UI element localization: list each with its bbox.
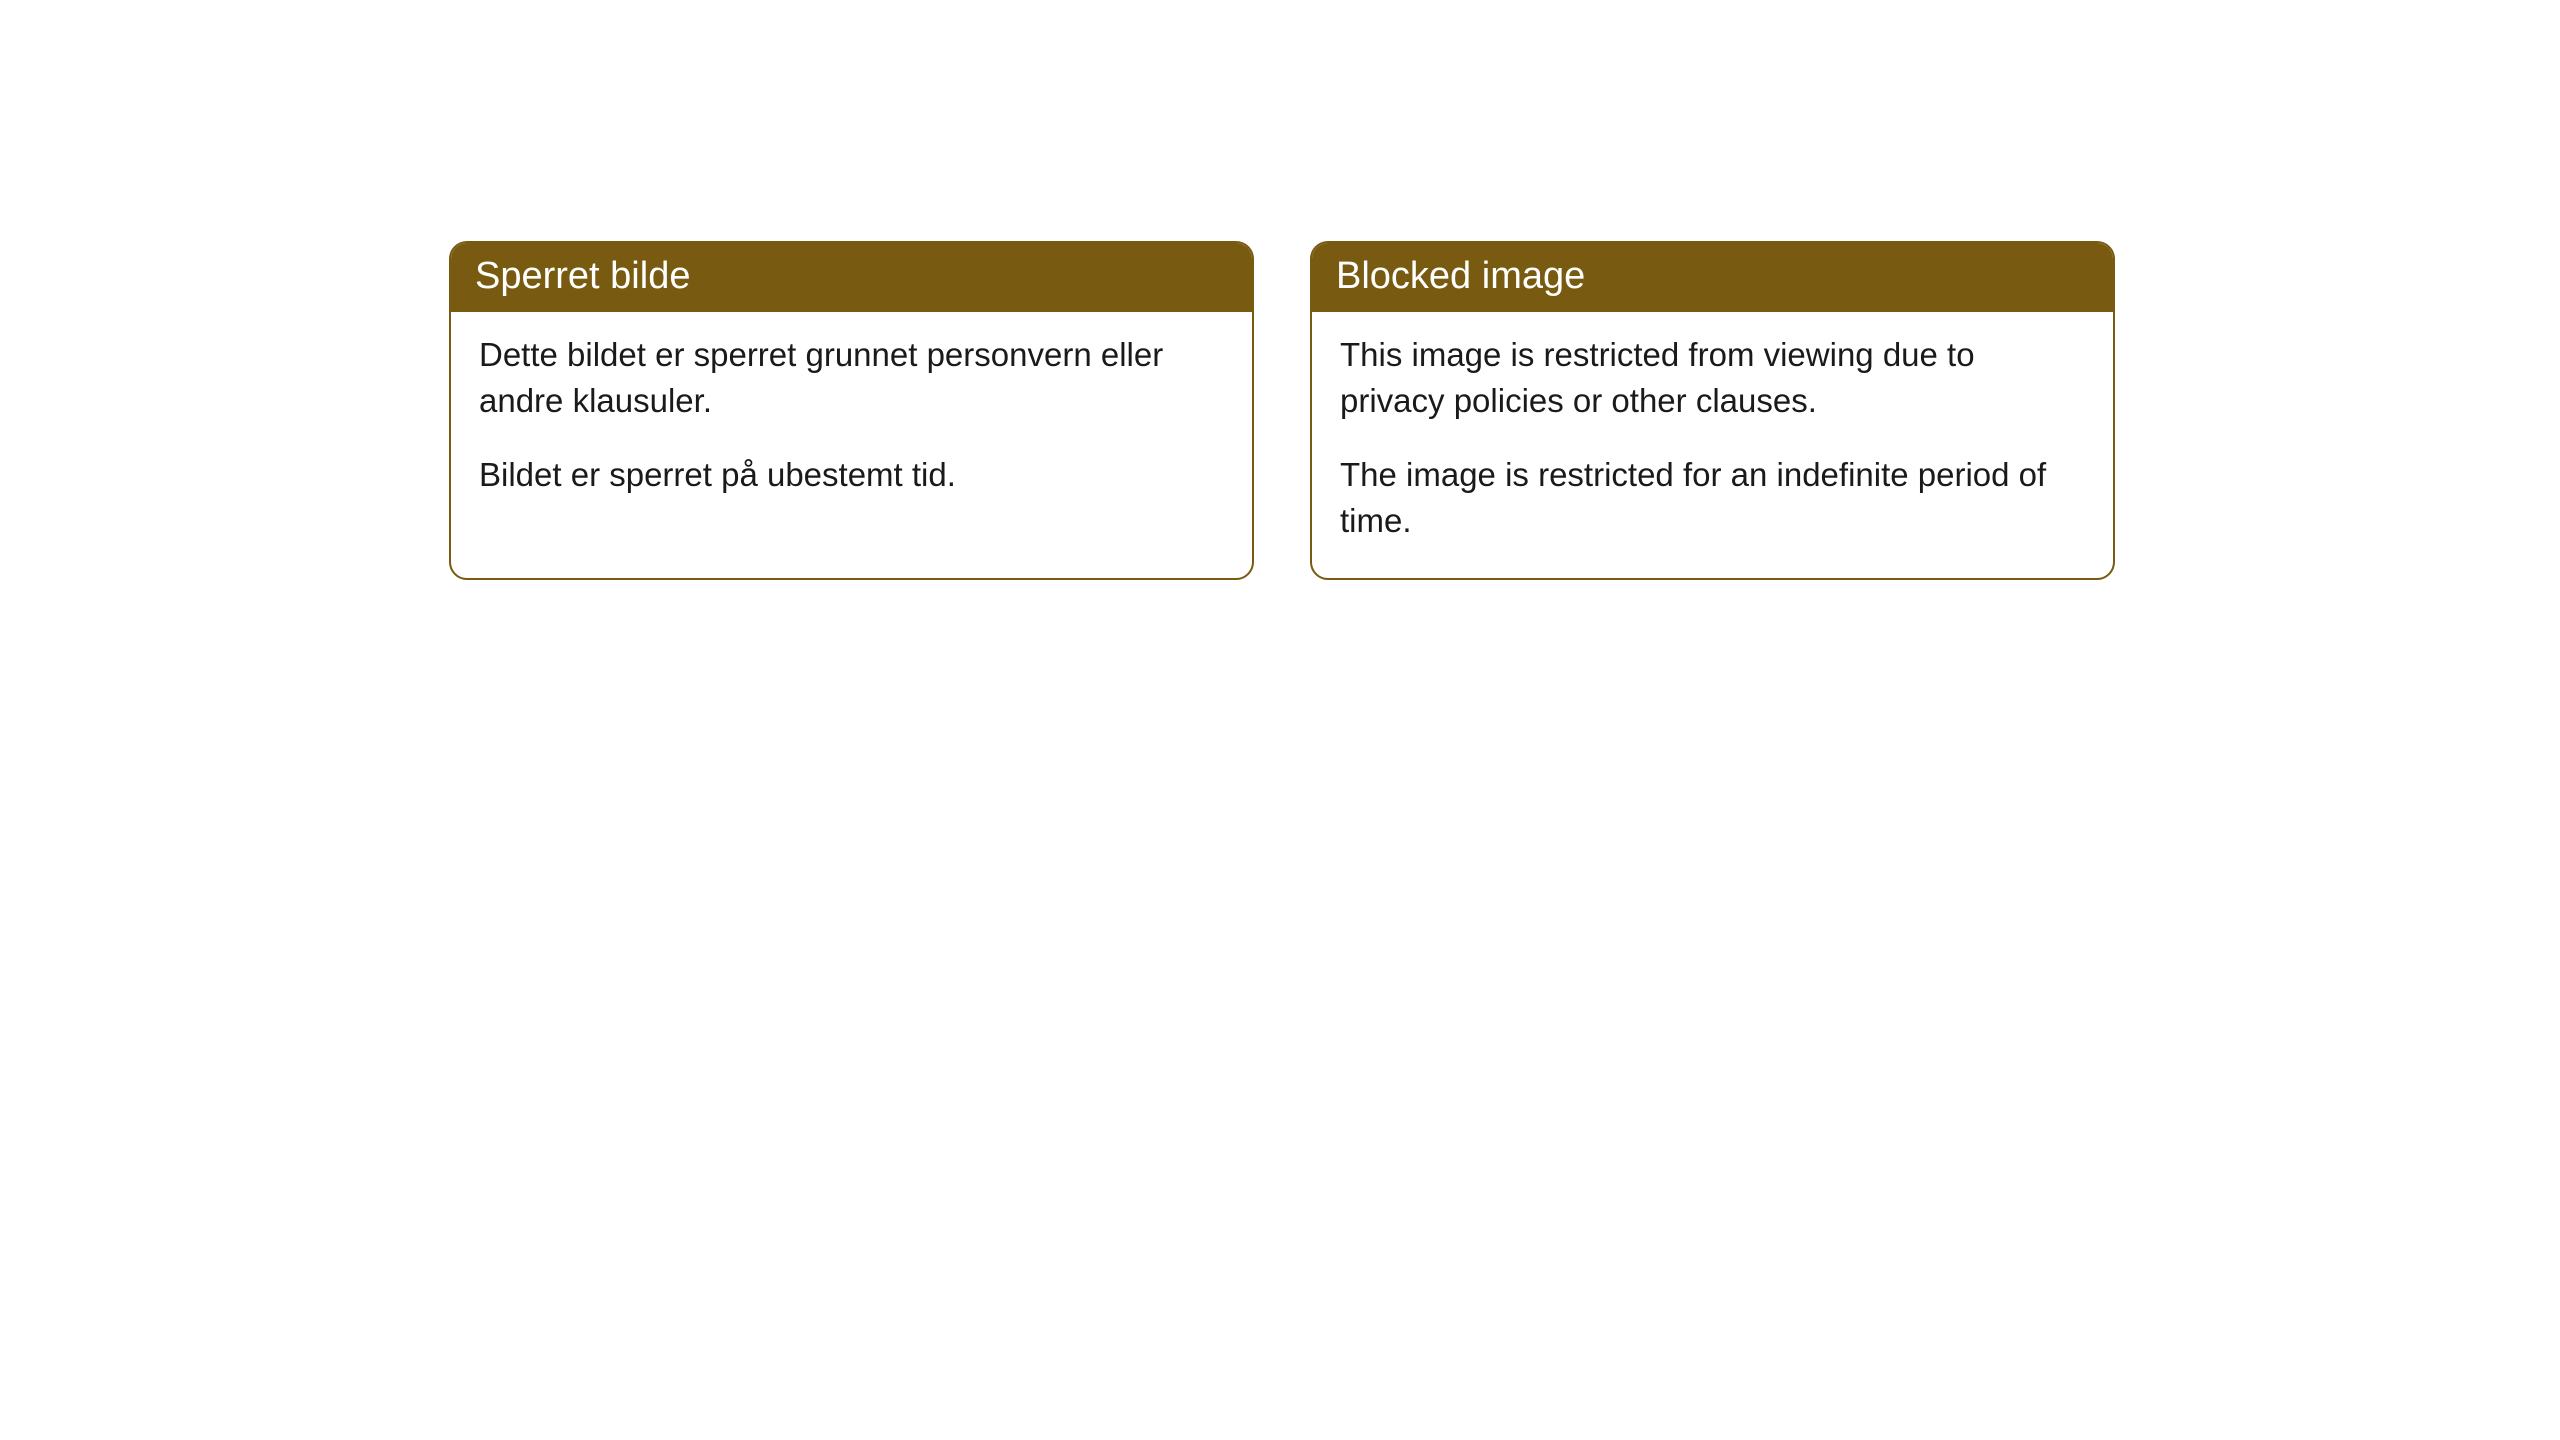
- card-body-english: This image is restricted from viewing du…: [1312, 312, 2113, 579]
- notice-text-1-norwegian: Dette bildet er sperret grunnet personve…: [479, 332, 1224, 424]
- card-header-english: Blocked image: [1312, 243, 2113, 312]
- blocked-image-card-norwegian: Sperret bilde Dette bildet er sperret gr…: [449, 241, 1254, 580]
- notice-text-2-english: The image is restricted for an indefinit…: [1340, 452, 2085, 544]
- card-body-norwegian: Dette bildet er sperret grunnet personve…: [451, 312, 1252, 533]
- notice-text-2-norwegian: Bildet er sperret på ubestemt tid.: [479, 452, 1224, 498]
- blocked-image-card-english: Blocked image This image is restricted f…: [1310, 241, 2115, 580]
- notice-cards-container: Sperret bilde Dette bildet er sperret gr…: [449, 241, 2115, 580]
- card-header-norwegian: Sperret bilde: [451, 243, 1252, 312]
- notice-text-1-english: This image is restricted from viewing du…: [1340, 332, 2085, 424]
